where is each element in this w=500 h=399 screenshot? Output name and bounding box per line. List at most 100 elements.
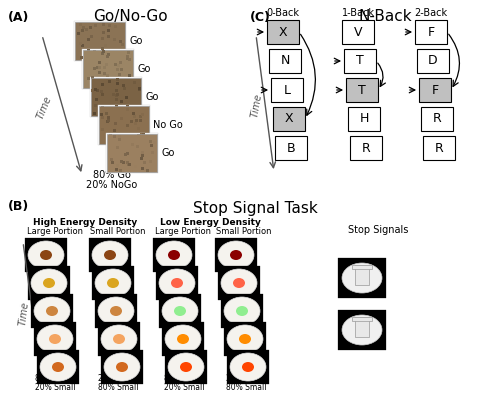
Bar xyxy=(126,161,128,164)
Bar xyxy=(120,117,124,120)
Bar xyxy=(127,51,130,54)
Bar xyxy=(120,81,122,84)
Bar xyxy=(116,164,118,167)
Bar xyxy=(338,258,386,298)
Text: Time: Time xyxy=(250,93,264,119)
Text: F: F xyxy=(428,26,434,38)
Bar xyxy=(82,49,134,89)
Text: 20% Large: 20% Large xyxy=(98,374,138,383)
Ellipse shape xyxy=(52,362,64,372)
Bar xyxy=(92,67,96,70)
Bar xyxy=(115,105,118,108)
Bar xyxy=(31,294,73,328)
Text: B: B xyxy=(286,142,296,154)
Bar xyxy=(100,37,103,40)
Ellipse shape xyxy=(236,306,248,316)
Bar xyxy=(162,322,204,356)
Ellipse shape xyxy=(31,269,67,297)
Text: Small Portion: Small Portion xyxy=(90,227,146,236)
Bar xyxy=(141,168,144,170)
Bar xyxy=(138,87,141,90)
Bar xyxy=(96,57,98,59)
Bar xyxy=(102,66,106,69)
Bar xyxy=(82,26,86,29)
Bar xyxy=(98,71,100,74)
Bar xyxy=(118,135,121,138)
Bar xyxy=(159,294,201,328)
Bar xyxy=(92,76,94,79)
Bar xyxy=(139,115,142,119)
Text: L: L xyxy=(284,83,290,97)
Bar xyxy=(124,152,127,156)
Bar xyxy=(101,93,104,96)
Text: T: T xyxy=(358,83,366,97)
Ellipse shape xyxy=(168,250,180,260)
Ellipse shape xyxy=(342,263,382,293)
Ellipse shape xyxy=(92,241,128,269)
Bar xyxy=(100,90,103,93)
Bar xyxy=(154,141,156,144)
Bar xyxy=(108,119,110,122)
Bar xyxy=(122,161,125,164)
Bar xyxy=(102,54,104,57)
Bar xyxy=(124,138,126,142)
Bar xyxy=(102,50,106,53)
Bar xyxy=(106,30,110,32)
Bar xyxy=(112,52,114,55)
Bar xyxy=(109,134,112,137)
Ellipse shape xyxy=(230,353,266,381)
Bar xyxy=(114,26,116,28)
Bar xyxy=(107,117,110,119)
Ellipse shape xyxy=(218,241,254,269)
Bar xyxy=(100,113,103,116)
Bar xyxy=(415,20,447,44)
Bar xyxy=(101,47,104,50)
Text: X: X xyxy=(278,26,287,38)
Bar xyxy=(92,89,94,92)
Ellipse shape xyxy=(221,269,257,297)
Bar xyxy=(98,66,100,69)
Ellipse shape xyxy=(116,362,128,372)
Text: Large Portion: Large Portion xyxy=(27,227,83,236)
Bar xyxy=(86,77,90,80)
Bar xyxy=(87,38,90,41)
Text: T: T xyxy=(356,55,364,67)
Ellipse shape xyxy=(37,325,73,353)
Bar xyxy=(102,23,104,26)
Bar xyxy=(106,63,108,66)
Text: 80% Small: 80% Small xyxy=(226,383,266,392)
Bar xyxy=(156,266,198,300)
Bar xyxy=(106,74,110,77)
Bar xyxy=(150,144,154,147)
Bar xyxy=(114,168,117,171)
Bar xyxy=(355,265,369,285)
Text: Stop Signal Task: Stop Signal Task xyxy=(192,201,318,216)
Bar xyxy=(106,53,110,55)
Text: 20% Small: 20% Small xyxy=(35,383,75,392)
Bar xyxy=(267,20,299,44)
Bar xyxy=(119,169,122,172)
Bar xyxy=(224,322,266,356)
Bar xyxy=(350,136,382,160)
Text: Go/No-Go: Go/No-Go xyxy=(92,9,168,24)
Bar xyxy=(92,112,96,115)
Ellipse shape xyxy=(110,306,122,316)
Ellipse shape xyxy=(101,325,137,353)
Bar xyxy=(128,164,131,166)
Bar xyxy=(141,151,144,154)
Bar xyxy=(117,84,120,87)
Bar xyxy=(221,294,263,328)
Bar xyxy=(348,107,380,131)
Bar xyxy=(423,136,455,160)
Bar xyxy=(153,238,195,272)
Bar xyxy=(103,72,106,75)
Bar xyxy=(130,120,132,122)
Bar xyxy=(106,55,109,58)
Text: 80% Go: 80% Go xyxy=(93,170,131,180)
Bar xyxy=(110,113,113,116)
Text: R: R xyxy=(434,142,444,154)
Text: Go: Go xyxy=(129,36,142,46)
Bar xyxy=(126,96,128,99)
Ellipse shape xyxy=(104,250,116,260)
Ellipse shape xyxy=(162,297,198,325)
